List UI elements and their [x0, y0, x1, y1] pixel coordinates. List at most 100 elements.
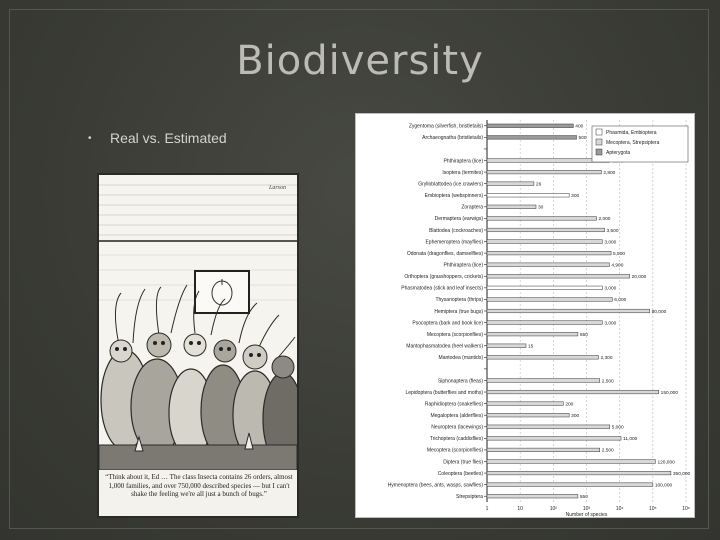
chart-category-label: Psocoptera (bark and book lice)	[412, 320, 483, 326]
chart-value-label: 350,000	[673, 471, 691, 477]
chart-bar	[486, 343, 527, 348]
chart-bar	[486, 436, 622, 441]
chart-category-label: Odonata (dragonflies, damselflies)	[407, 251, 483, 257]
chart-value-label: 300	[571, 193, 579, 199]
chart-bar	[486, 285, 603, 290]
chart-value-label: 4,900	[611, 262, 623, 268]
cartoon-caption: “Think about it, Ed … The class Insecta …	[105, 473, 293, 498]
chart-value-label: 2,500	[602, 448, 614, 454]
chart-category-label: Trichoptera (caddisflies)	[430, 436, 484, 442]
chart-bar	[486, 389, 659, 395]
chart-value-label: 6,000	[614, 297, 626, 303]
chart-legend-swatch	[595, 138, 603, 146]
chart-bar	[486, 424, 610, 429]
chart-value-label: 5,500	[613, 251, 625, 257]
chart-category-label: Coleoptera (beetles)	[438, 471, 484, 477]
chart-category-label: Orthoptera (grasshoppers, crickets)	[404, 274, 483, 280]
chart-canvas: 1 10 10² 10³ 10⁴ 10⁵ 10⁶ Number of species Zygen…	[388, 120, 691, 517]
chart-bar	[486, 320, 603, 325]
chart-value-label: 2,800	[603, 170, 615, 176]
chart-xtick-label: 10⁶	[682, 506, 690, 512]
chart-value-label: 3,500	[607, 228, 619, 234]
chart-category-label: Siphonaptera (fleas)	[438, 378, 483, 384]
chart-category-label: Hemiptera (true bugs)	[434, 309, 483, 315]
chart-category-label: Grylloblattodea (ice crawlers)	[418, 181, 483, 187]
chart-xtick-label: 10	[517, 506, 523, 512]
chart-category-label: Mecoptera (scorpionflies)	[427, 332, 483, 338]
cartoon-drawing	[99, 175, 297, 516]
chart-xtick-label: 1	[486, 506, 489, 512]
chart-category-label: Mecoptera (scorpionflies)	[427, 448, 483, 454]
chart-bar	[486, 158, 610, 163]
chart-bar	[486, 401, 564, 406]
chart-xtick-label: 10³	[583, 506, 591, 512]
chart-category-label: Embioptera (webspinners)	[425, 193, 484, 199]
chart-value-label: 550	[580, 494, 588, 500]
bullet-item: • Real vs. Estimated	[88, 130, 227, 146]
chart-bar	[486, 262, 610, 267]
chart-bar	[486, 413, 570, 418]
chart-category-label: Thysanoptera (thrips)	[435, 297, 483, 303]
chart-bar	[486, 482, 654, 487]
chart-value-label: 11,000	[623, 436, 638, 442]
slide-frame	[9, 9, 709, 529]
chart-value-label: 2,500	[602, 378, 614, 384]
chart-category-label: Mantodea (mantids)	[439, 355, 484, 361]
chart-bar	[486, 332, 579, 337]
chart-value-label: 2,000	[598, 216, 610, 222]
bullet-text: Real vs. Estimated	[110, 130, 227, 146]
chart-bar	[486, 355, 599, 360]
chart-value-label: 300	[571, 413, 579, 419]
chart-category-label: Isoptera (termites)	[442, 170, 483, 176]
chart-value-label: 30	[538, 205, 544, 211]
chart-bar	[486, 239, 603, 244]
chart-category-label: Hymenoptera (bees, ants, wasps, sawflies…	[388, 482, 484, 488]
chart-bar	[486, 135, 577, 140]
chart-legend-label: Apterygota	[606, 150, 630, 156]
chart-value-label: 5,000	[612, 425, 624, 431]
chart-bar	[486, 447, 600, 452]
chart-xlabel: Number of species	[566, 512, 608, 517]
chart-category-label: Archaeognatha (bristletails)	[422, 135, 483, 141]
chart-xtick-label: 10⁵	[649, 506, 657, 512]
chart-category-label: Phthiraptera (lice)	[444, 262, 484, 268]
chart-category-label: Phthiraptera (lice)	[444, 158, 484, 164]
chart-value-label: 15	[528, 344, 534, 350]
chart-value-label: 100,000	[655, 482, 673, 488]
chart-bar	[486, 297, 613, 302]
chart-legend-box	[591, 125, 689, 163]
chart-category-label: Diptera (true flies)	[443, 459, 483, 465]
chart-value-label: 80,000	[652, 309, 667, 315]
chart-bar	[486, 274, 630, 279]
chart-bar	[486, 123, 574, 128]
chart-bar	[486, 308, 650, 314]
chart-value-label: 26	[536, 181, 542, 187]
chart-bar	[486, 378, 600, 383]
chart-category-label: Strepsiptera	[456, 494, 483, 500]
chart-category-label: Ephemeroptera (mayflies)	[425, 239, 483, 245]
chart-value-label: 550	[580, 332, 588, 338]
chart-bar	[486, 471, 672, 476]
chart-category-label: Raphidioptera (snakeflies)	[425, 401, 483, 407]
chart-bar	[486, 193, 570, 198]
chart-category-label: Mantophasmatodea (heel walkers)	[406, 344, 483, 350]
chart-bar	[486, 227, 605, 233]
chart-xtick-label: 10²	[550, 506, 558, 512]
chart-category-label: Zygentoma (silverfish, bristletails)	[409, 124, 484, 130]
chart-category-label: Neuroptera (lacewings)	[431, 425, 483, 431]
chart-value-label: 20,000	[632, 274, 647, 280]
chart-category-label: Zoraptera	[461, 205, 483, 211]
bullet-dot-icon: •	[88, 133, 92, 144]
chart-value-label: 3,000	[604, 286, 616, 292]
chart-value-label: 200	[565, 401, 573, 407]
chart-category-label: Blattodea (cockroaches)	[429, 228, 483, 234]
slide-title: Biodiversity	[236, 38, 484, 84]
chart-legend-label: Mecoptera, Strepsiptera	[606, 140, 660, 146]
chart-category-label: Phasmatodea (stick and leaf insects)	[401, 286, 483, 292]
chart-value-label: 2,300	[600, 355, 612, 361]
chart-value-label: 150,000	[661, 390, 679, 396]
chart-xtick-label: 10⁴	[616, 506, 624, 512]
chart-bar	[486, 170, 602, 175]
chart-value-label: 3,000	[604, 239, 616, 245]
